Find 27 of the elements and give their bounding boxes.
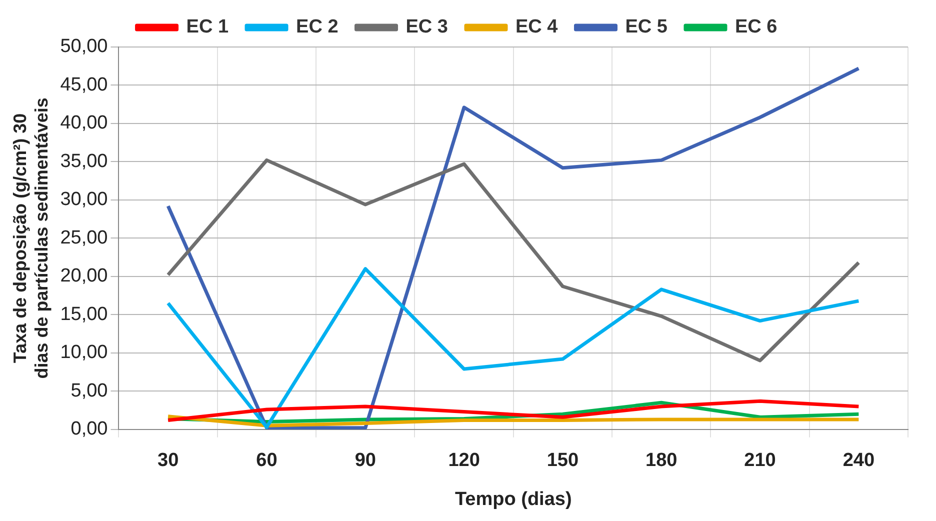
x-tick-label: 30 xyxy=(158,450,179,472)
x-axis-title: Tempo (dias) xyxy=(454,488,572,510)
legend-label: EC 6 xyxy=(734,16,778,38)
x-tick-label: 60 xyxy=(256,450,278,472)
y-tick-label: 25,00 xyxy=(60,227,108,248)
x-tick-label: 150 xyxy=(546,450,579,472)
y-tick-label: 35,00 xyxy=(60,150,108,172)
legend-label: EC 1 xyxy=(186,16,229,38)
legend-label: EC 3 xyxy=(406,16,448,38)
y-tick-label: 10,00 xyxy=(60,342,108,364)
y-tick-label: 5,00 xyxy=(70,380,108,402)
legend-label: EC 5 xyxy=(625,16,668,38)
x-tick-label: 90 xyxy=(354,450,376,472)
y-axis-title: Taxa de deposição (g/cm²) 30 dias de partículas sedimentáveis xyxy=(10,98,52,379)
y-tick-label: 20,00 xyxy=(60,266,108,287)
y-tick-label: 0,00 xyxy=(70,418,108,440)
legend-label: EC 2 xyxy=(296,16,338,38)
y-tick-label: 40,00 xyxy=(60,112,108,134)
y-tick-label: 50,00 xyxy=(60,36,108,58)
y-tick-label: 45,00 xyxy=(60,74,108,96)
y-tick-label: 30,00 xyxy=(60,189,108,210)
y-tick-label: 15,00 xyxy=(60,304,108,325)
x-tick-label: 240 xyxy=(842,450,875,472)
legend-label: EC 4 xyxy=(516,16,558,38)
x-tick-label: 210 xyxy=(744,450,776,472)
x-tick-label: 180 xyxy=(646,450,678,472)
x-tick-label: 120 xyxy=(448,450,480,472)
